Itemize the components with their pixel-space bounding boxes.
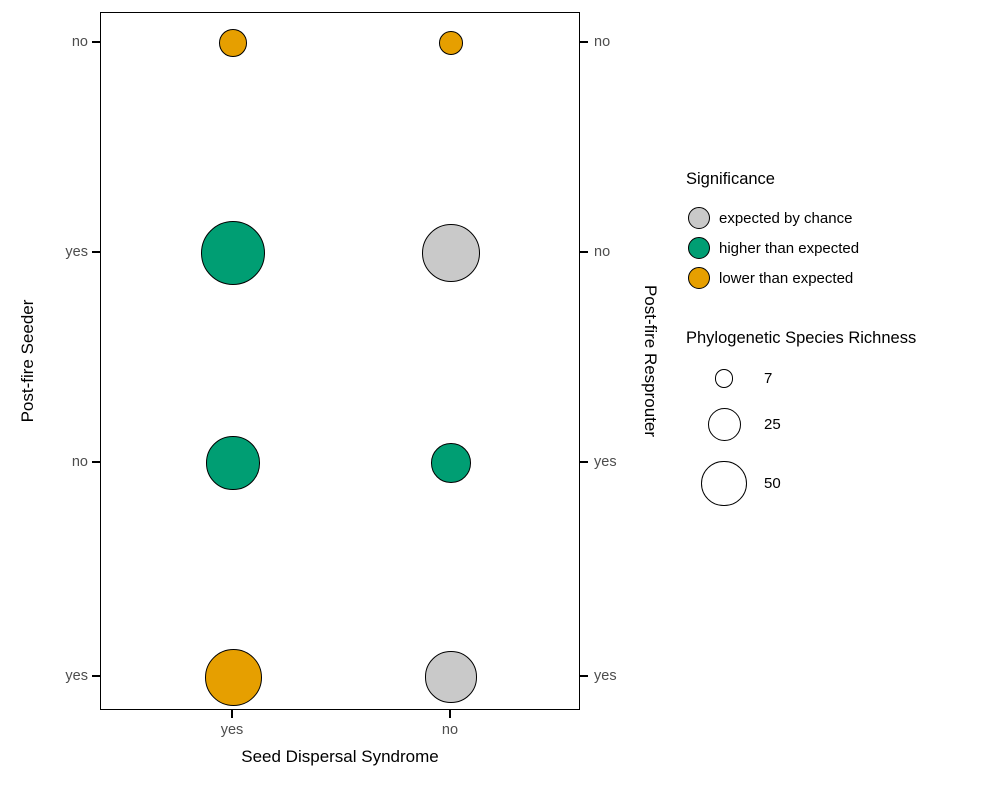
y-axis-left-tick-label: yes — [65, 244, 88, 260]
x-axis-tick-mark — [449, 710, 451, 718]
y-axis-left-tick-label: no — [71, 454, 88, 470]
y-axis-right-tick-mark — [580, 461, 588, 463]
y-axis-right-tick-mark — [580, 251, 588, 253]
legend-key-circle — [688, 207, 710, 229]
significance-legend-items: expected by chance higher than expected lo… — [686, 203, 996, 293]
data-point — [425, 651, 477, 703]
y-axis-right-title: Post-fire Resprouter — [641, 284, 660, 438]
size-key-cell — [686, 460, 762, 507]
x-axis-tick-label: no — [441, 722, 459, 738]
size-legend-value: 7 — [764, 369, 773, 387]
size-legend-value: 50 — [764, 475, 781, 493]
x-axis-tick-label: yes — [220, 722, 244, 738]
legend-item: expected by chance — [686, 203, 996, 233]
legend-key-circle — [688, 237, 710, 259]
y-axis-right-tick-mark — [580, 675, 588, 677]
size-key-circle — [714, 369, 734, 388]
data-point — [439, 31, 463, 55]
size-legend-item: 25 — [686, 401, 996, 448]
legend: Significance expected by chance higher th… — [686, 170, 996, 513]
x-axis-title: Seed Dispersal Syndrome — [241, 747, 439, 766]
y-axis-left-tick-mark — [92, 675, 100, 677]
data-point — [421, 223, 481, 283]
x-axis-tick-mark — [231, 710, 233, 718]
data-point — [204, 648, 262, 706]
legend-item-label: higher than expected — [719, 239, 860, 257]
data-point — [206, 436, 260, 490]
size-legend-title: Phylogenetic Species Richness — [686, 329, 917, 347]
data-point — [219, 29, 247, 57]
y-axis-left-tick-mark — [92, 461, 100, 463]
y-axis-right-tick-label: no — [594, 244, 611, 260]
y-axis-left-tick-label: no — [71, 34, 88, 50]
legend-key-circle — [688, 267, 710, 289]
legend-item-label: lower than expected — [719, 269, 854, 287]
size-key-circle — [707, 407, 741, 441]
data-point — [431, 443, 471, 483]
size-legend: Phylogenetic Species Richness 7 25 50 — [686, 329, 996, 513]
legend-item: lower than expected — [686, 263, 996, 293]
size-key-cell — [686, 407, 762, 441]
y-axis-left-title: Post-fire Seeder — [18, 299, 37, 423]
y-axis-right-tick-label: yes — [594, 668, 617, 684]
y-axis-left-tick-mark — [92, 41, 100, 43]
significance-legend-title: Significance — [686, 170, 775, 188]
y-axis-right-tick-label: no — [594, 34, 611, 50]
size-key-cell — [686, 369, 762, 388]
y-axis-left-tick-label: yes — [65, 668, 88, 684]
size-legend-item: 50 — [686, 454, 996, 513]
size-legend-items: 7 25 50 — [686, 362, 996, 513]
size-key-circle — [701, 460, 747, 507]
data-point — [200, 220, 266, 286]
legend-item: higher than expected — [686, 233, 996, 263]
size-legend-item: 7 — [686, 362, 996, 395]
significance-legend: Significance expected by chance higher th… — [686, 170, 996, 293]
plot-panel — [100, 12, 580, 710]
y-axis-left-tick-mark — [92, 251, 100, 253]
y-axis-right-tick-label: yes — [594, 454, 617, 470]
legend-item-label: expected by chance — [719, 209, 853, 227]
y-axis-right-tick-mark — [580, 41, 588, 43]
size-legend-value: 25 — [764, 415, 781, 433]
